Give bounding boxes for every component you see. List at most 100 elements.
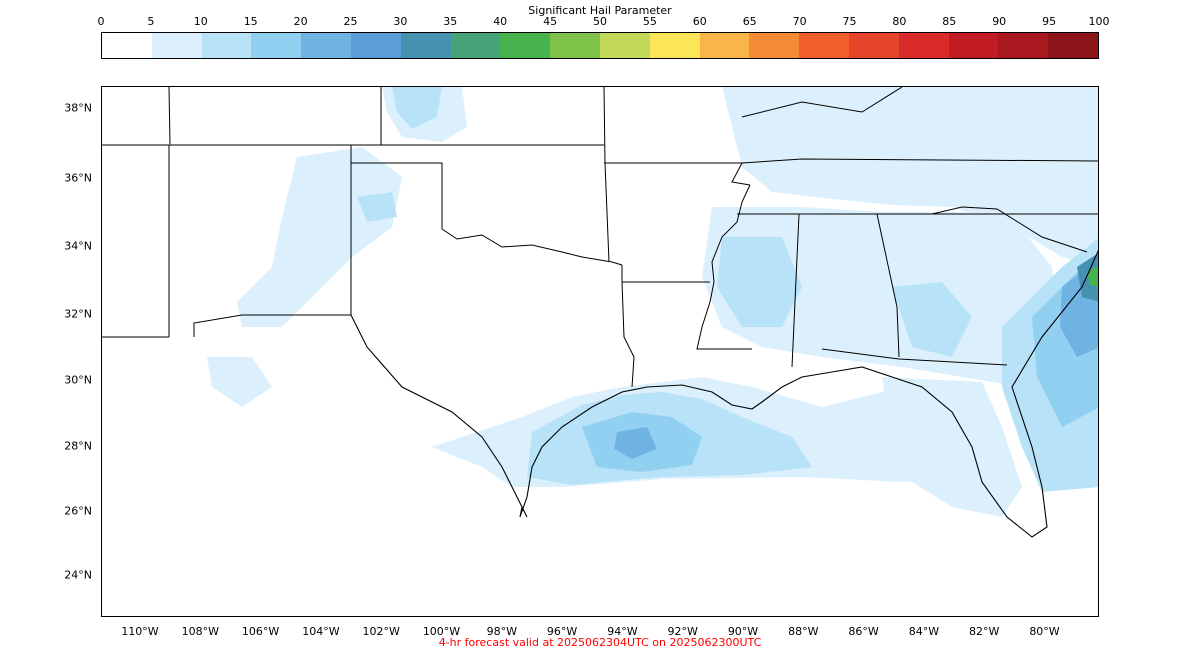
shading-region-southeast-core	[717, 237, 802, 327]
colorbar-tick-label: 95	[1042, 15, 1057, 28]
shading-region-florida	[882, 377, 1022, 517]
colorbar-tick-label: 40	[493, 15, 508, 28]
colorbar-tick-label: 25	[343, 15, 358, 28]
alabama-georgia-border	[876, 213, 900, 358]
longitude-label: 106°W	[241, 625, 280, 638]
longitude-label: 88°W	[788, 625, 819, 638]
shading-region-georgia-core	[892, 282, 972, 357]
latitude-label: 28°N	[64, 439, 92, 453]
colorbar-segment	[898, 33, 949, 58]
colorbar-segment	[151, 33, 202, 58]
hail-parameter-shading	[207, 87, 1098, 517]
longitude-label: 82°W	[969, 625, 1000, 638]
colorbar-segment	[699, 33, 750, 58]
longitude-label: 80°W	[1029, 625, 1060, 638]
colorbar-segment	[450, 33, 501, 58]
latitude-label: 34°N	[64, 239, 92, 253]
arkansas-louisiana-border	[621, 265, 710, 283]
colorbar-segment	[599, 33, 650, 58]
longitude-label: 104°W	[302, 625, 340, 638]
colorbar-ticks: 0 5 10 15 20 25 30 35 40 45 50 55 60 65 70 75 80 85 90 95 10…	[97, 15, 1110, 33]
mississippi-river	[696, 184, 752, 350]
colorbar-title: Significant Hail Parameter	[528, 4, 672, 17]
latitude-label: 30°N	[64, 373, 92, 387]
kentucky-north	[741, 87, 903, 118]
latitude-label: 26°N	[64, 504, 92, 518]
longitude-label: 98°W	[486, 625, 517, 638]
new-mexico-east-border	[193, 145, 352, 337]
longitude-label: 110°W	[121, 625, 159, 638]
longitude-label: 96°W	[546, 625, 578, 638]
colorbar-segment	[201, 33, 252, 58]
mexico-gulf-coastline	[521, 506, 528, 518]
colorbar-tick-label: 45	[543, 15, 558, 28]
colorbar-segment	[998, 33, 1049, 58]
colorbar-segment	[948, 33, 999, 58]
louisiana-west	[621, 281, 635, 388]
colorbar-tick-label: 15	[243, 15, 258, 28]
longitude-label: 86°W	[848, 625, 879, 638]
oklahoma-panhandle	[351, 162, 443, 229]
colorbar-segment	[102, 33, 152, 58]
colorbar-tick-label: 70	[792, 15, 807, 28]
longitude-label: 94°W	[607, 625, 638, 638]
colorbar-segment	[749, 33, 800, 58]
colorbar-tick-label: 0	[97, 15, 105, 28]
colorbar-segment	[799, 33, 849, 58]
colorbar-segment	[848, 33, 899, 58]
colorbar-tick-label: 55	[642, 15, 657, 28]
shading-region-new-mexico	[237, 147, 402, 327]
longitude-label: 84°W	[908, 625, 940, 638]
colorbar	[101, 32, 1099, 59]
longitude-label: 90°W	[727, 625, 759, 638]
colorbar-segment	[1048, 33, 1098, 58]
shading-region-southeast	[702, 207, 1062, 387]
latitude-label: 36°N	[64, 171, 92, 185]
map-canvas	[102, 87, 1098, 538]
colorbar-tick-label: 100	[1088, 15, 1110, 28]
oklahoma-arkansas-border	[603, 87, 610, 263]
map-frame	[101, 86, 1099, 617]
longitude-label: 92°W	[667, 625, 698, 638]
colorbar-segment	[350, 33, 401, 58]
state-boundaries	[102, 87, 1098, 388]
colorbar-segment	[251, 33, 302, 58]
latitude-label: 38°N	[64, 101, 92, 115]
colorbar-tick-label: 50	[593, 15, 607, 28]
colorbar-tick-label: 80	[892, 15, 907, 28]
longitude-label: 100°W	[422, 625, 461, 638]
latitude-label: 24°N	[64, 568, 92, 582]
texas-coastline	[350, 250, 1098, 538]
carolina-border	[931, 206, 1088, 253]
colorbar-segment	[301, 33, 351, 58]
georgia-florida-border	[821, 348, 1008, 366]
colorbar-segment	[400, 33, 451, 58]
colorbar-tick-label: 90	[992, 15, 1007, 28]
forecast-valid-footer: 4-hr forecast valid at 2025062304UTC on …	[438, 636, 762, 649]
colorbar-tick-label: 60	[692, 15, 707, 28]
shading-region-new-mexico-core	[357, 192, 397, 222]
longitude-label: 108°W	[181, 625, 219, 638]
latitude-label: 32°N	[64, 307, 92, 321]
colorbar-tick-label: 5	[147, 15, 155, 28]
colorbar-tick-label: 35	[443, 15, 458, 28]
colorbar-tick-label: 30	[393, 15, 408, 28]
mississippi-alabama-border	[791, 213, 800, 368]
colorbar-tick-label: 20	[293, 15, 308, 28]
colorbar-segment	[649, 33, 700, 58]
shading-region-gulf-west-max	[614, 427, 657, 459]
shading-region-kansas-core	[392, 87, 442, 129]
colorbar-tick-label: 65	[742, 15, 757, 28]
colorbar-tick-label: 85	[942, 15, 957, 28]
tennessee-north-border	[741, 158, 1098, 164]
shading-region-west-texas	[207, 357, 272, 407]
colorbar-tick-label: 10	[193, 15, 208, 28]
coastline	[350, 250, 1098, 538]
shading-region-atlantic-green	[1087, 266, 1098, 287]
longitude-label: 102°W	[362, 625, 400, 638]
colorbar-segment	[500, 33, 551, 58]
colorbar-tick-label: 75	[842, 15, 857, 28]
colorado-kansas-border	[168, 87, 604, 146]
colorbar-segment	[550, 33, 600, 58]
shading-region-atlantic-teal	[1077, 253, 1098, 302]
